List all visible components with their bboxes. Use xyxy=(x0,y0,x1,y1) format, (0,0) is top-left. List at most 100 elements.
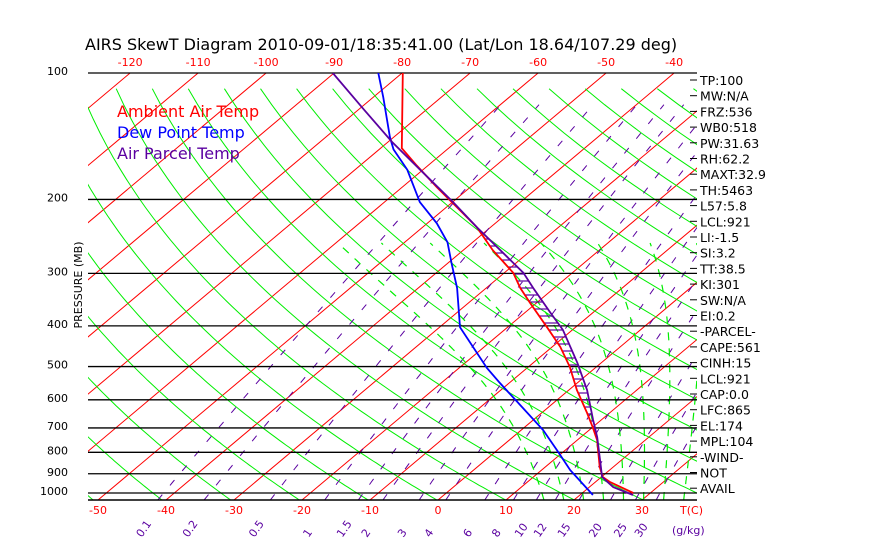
isotherm-line xyxy=(0,73,62,500)
moist-adiabat-line xyxy=(429,242,585,500)
mixing-ratio-tick: 1 xyxy=(300,527,315,540)
mixing-ratio-tick: 20 xyxy=(586,521,605,540)
bottom-temp-tick: -50 xyxy=(89,504,107,517)
index-item: CAPE:561 xyxy=(700,340,761,355)
mixing-ratio-line xyxy=(324,104,638,500)
y-axis-label: PRESSURE (MB) xyxy=(72,242,85,329)
legend-ambient: Ambient Air Temp xyxy=(117,102,259,121)
dry-adiabat-line xyxy=(115,88,575,500)
index-item: RH:62.2 xyxy=(700,152,750,167)
mixing-ratio-tick: 4 xyxy=(422,527,437,540)
dry-adiabat-line xyxy=(223,88,697,462)
top-temp-tick: -120 xyxy=(118,56,143,69)
legend-dewpoint: Dew Point Temp xyxy=(117,123,245,142)
dry-adiabat-line xyxy=(476,88,697,255)
mixing-ratio-line xyxy=(157,104,502,500)
mixing-ratio-tick: 2 xyxy=(359,527,374,540)
mixing-ratio-line xyxy=(554,278,697,500)
index-item: MPL:104 xyxy=(700,434,753,449)
pressure-tick: 100 xyxy=(47,65,68,78)
index-item: NOT xyxy=(700,466,727,481)
index-item: EI:0.2 xyxy=(700,309,736,324)
mixing-ratio-line xyxy=(269,104,594,500)
index-item: LCL:921 xyxy=(700,371,751,386)
index-item: LCL:921 xyxy=(700,214,751,229)
index-item: SW:N/A xyxy=(700,293,746,308)
mixing-ratio-unit: (g/kg) xyxy=(672,524,705,537)
dry-adiabat-line xyxy=(656,88,697,119)
dry-adiabat-line xyxy=(802,89,870,500)
index-item: AVAIL xyxy=(700,481,735,496)
profile-dew-point-temp xyxy=(377,73,594,496)
pressure-tick: 300 xyxy=(47,265,68,278)
isotherm-line xyxy=(88,73,403,338)
dry-adiabat-line xyxy=(88,376,231,500)
pressure-tick: 900 xyxy=(47,466,68,479)
index-item: WB0:518 xyxy=(700,120,757,135)
profiles xyxy=(332,73,634,496)
bottom-temp-tick: -30 xyxy=(225,504,243,517)
pressure-tick: 800 xyxy=(47,444,68,457)
mixing-ratio-tick: 6 xyxy=(461,527,476,540)
top-temp-tick: -70 xyxy=(461,56,479,69)
top-temp-tick: -100 xyxy=(254,56,279,69)
pressure-tick: 1000 xyxy=(40,485,68,498)
isotherm-line xyxy=(88,73,131,110)
pressure-tick: 700 xyxy=(47,420,68,433)
isotherm-line xyxy=(97,73,607,500)
moist-adiabat-line xyxy=(337,242,545,500)
moist-adiabat-line xyxy=(540,242,625,500)
legend-parcel: Air Parcel Temp xyxy=(117,144,240,163)
bottom-temp-tick: -20 xyxy=(293,504,311,517)
dry-adiabat-line xyxy=(332,88,697,371)
dry-adiabat-line xyxy=(368,88,697,341)
dry-adiabat-line xyxy=(88,183,438,500)
moist-adiabat-line xyxy=(683,242,697,500)
dry-adiabat-line xyxy=(88,106,506,500)
isotherm-line xyxy=(505,338,697,500)
mixing-ratio-tick: 12 xyxy=(531,521,550,540)
bottom-temp-tick: 10 xyxy=(499,504,513,517)
mixing-ratio-labels: 0.1 0.2 0.5 1 1.5 2 3 4 6 8 10 12 15 20 25 30 xyxy=(134,518,651,540)
dry-adiabat-line xyxy=(0,89,24,500)
pressure-tick: 500 xyxy=(47,359,68,372)
index-item: TP:100 xyxy=(699,73,743,88)
isotherm-line xyxy=(369,224,697,500)
cape-hatching xyxy=(480,231,596,429)
dry-adiabat-line xyxy=(187,88,697,494)
index-item: TT:38.5 xyxy=(699,261,746,276)
mixing-ratio-line xyxy=(357,104,665,500)
legend: Ambient Air Temp Dew Point Temp Air Parc… xyxy=(117,102,259,163)
mixing-ratio-tick: 8 xyxy=(489,527,504,540)
dry-adiabat-line xyxy=(88,252,369,500)
index-item: EL:174 xyxy=(700,418,743,433)
dry-adiabat-line xyxy=(88,315,300,500)
index-item: -WIND- xyxy=(700,450,744,465)
mixing-ratio-tick: 0.2 xyxy=(180,518,201,540)
index-item: -PARCEL- xyxy=(700,324,756,339)
index-item: KI:301 xyxy=(700,277,740,292)
mixing-ratio-tick: 1.5 xyxy=(334,518,355,540)
top-temp-tick: -60 xyxy=(529,56,547,69)
moist-adiabat-line xyxy=(597,242,646,500)
index-item: L57:5.8 xyxy=(700,199,747,214)
index-item: CINH:15 xyxy=(700,356,751,371)
index-item: LI:-1.5 xyxy=(700,230,739,245)
top-temp-tick: -40 xyxy=(665,56,683,69)
background-lines xyxy=(0,73,870,500)
pressure-tick: 400 xyxy=(47,318,68,331)
top-temp-tick: -80 xyxy=(393,56,411,69)
isotherm-line xyxy=(165,73,675,500)
mixing-ratio-tick: 15 xyxy=(555,521,574,540)
dry-adiabat-line xyxy=(766,89,870,500)
chart-title: AIRS SkewT Diagram 2010-09-01/18:35:41.0… xyxy=(85,35,677,54)
index-item: MW:N/A xyxy=(700,89,749,104)
profile-air-parcel-temp xyxy=(332,73,634,496)
mixing-ratio-line xyxy=(203,104,540,500)
bottom-temp-tick: 30 xyxy=(635,504,649,517)
index-item: CAP:0.0 xyxy=(700,387,749,402)
top-temp-tick: -110 xyxy=(186,56,211,69)
mixing-ratio-tick: 0.5 xyxy=(246,518,267,540)
isotherm-line xyxy=(573,395,697,500)
